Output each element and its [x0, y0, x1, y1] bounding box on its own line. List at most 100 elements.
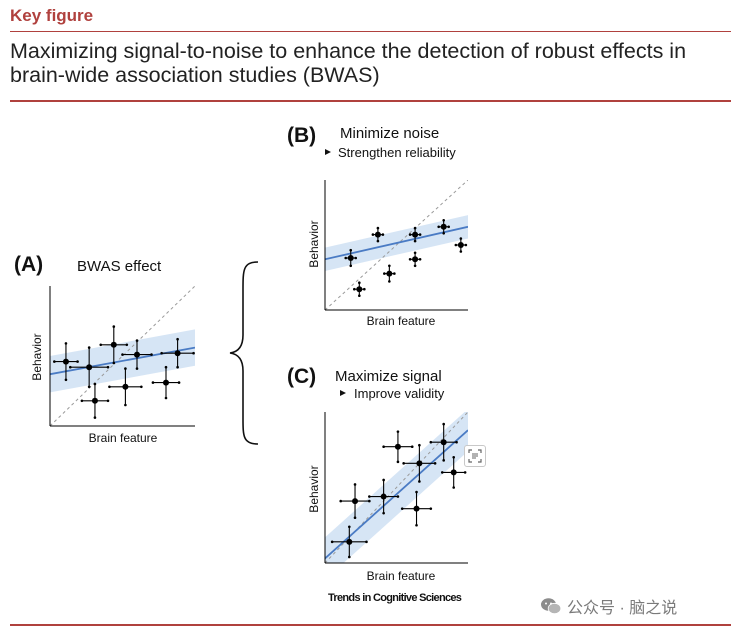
panel-a-plot: [49, 286, 195, 427]
plot-area: [50, 286, 195, 426]
data-point-group: [53, 342, 79, 382]
data-point: [412, 231, 419, 238]
title-rule: [10, 100, 731, 102]
data-point: [413, 505, 420, 512]
error-cap: [93, 382, 97, 386]
error-cap: [112, 361, 116, 365]
error-cap: [164, 396, 168, 400]
panel-b-ylabel: Behavior: [307, 220, 321, 267]
error-cap: [429, 440, 433, 444]
error-cap: [418, 443, 421, 447]
error-cap: [176, 365, 179, 369]
data-point-group: [160, 337, 195, 369]
data-point-group: [344, 248, 358, 268]
panel-c-letter: (C): [287, 365, 316, 388]
error-cap: [353, 287, 356, 291]
error-cap: [376, 239, 380, 243]
error-cap: [415, 490, 418, 494]
error-cap: [80, 399, 84, 403]
error-cap: [454, 243, 458, 247]
data-point-group: [400, 490, 433, 527]
error-cap: [368, 499, 371, 503]
figure-title: Maximizing signal-to-noise to enhance th…: [10, 39, 687, 87]
panel-b-bullet: Strengthen reliability: [338, 145, 456, 160]
error-cap: [125, 343, 129, 347]
error-cap: [408, 258, 412, 261]
panel-c-bullet: Improve validity: [354, 386, 445, 401]
data-point-group: [80, 382, 110, 419]
error-cap: [410, 445, 414, 449]
journal-name: Trends in Cognitive Sciences: [328, 592, 462, 604]
identity-line: [325, 180, 468, 310]
error-cap: [433, 462, 437, 465]
error-cap: [437, 225, 440, 229]
error-cap: [382, 445, 385, 449]
error-cap: [176, 337, 179, 341]
data-point-group: [368, 478, 400, 515]
error-cap: [368, 495, 371, 498]
data-point-group: [353, 281, 366, 298]
panel-a-heading: BWAS effect: [77, 258, 162, 275]
error-cap: [192, 351, 195, 355]
error-cap: [442, 459, 445, 462]
error-cap: [76, 360, 79, 363]
error-cap: [330, 540, 334, 544]
data-point: [346, 538, 353, 545]
error-cap: [418, 480, 421, 483]
panel-a-letter: (A): [14, 253, 43, 276]
error-cap: [106, 399, 110, 403]
data-point: [352, 498, 359, 505]
error-cap: [150, 353, 153, 356]
error-cap: [106, 365, 110, 369]
error-cap: [442, 219, 445, 222]
error-cap: [383, 272, 386, 275]
data-point: [91, 397, 98, 404]
data-point-group: [108, 367, 143, 407]
data-point-group: [151, 365, 181, 400]
header-rule: [10, 31, 731, 32]
fit-line: [50, 346, 195, 376]
data-point: [174, 350, 181, 357]
error-cap: [69, 365, 72, 369]
error-cap: [363, 287, 366, 291]
data-point: [122, 383, 129, 390]
data-point: [380, 493, 387, 500]
panel-b-plot: [324, 180, 468, 311]
error-cap: [371, 233, 375, 236]
data-point-group: [454, 237, 468, 253]
error-cap: [452, 456, 456, 459]
error-cap: [429, 507, 433, 510]
plot-area: [325, 412, 468, 563]
error-cap: [124, 367, 127, 370]
error-cap: [53, 360, 56, 363]
error-cap: [349, 248, 353, 252]
error-cap: [99, 343, 103, 347]
error-cap: [93, 416, 97, 419]
error-cap: [121, 353, 124, 356]
data-point-group: [429, 422, 458, 462]
panel-b-xlabel: Brain feature: [367, 314, 436, 328]
curly-brace-icon: [229, 261, 259, 445]
error-cap: [382, 511, 385, 515]
error-cap: [459, 250, 463, 253]
data-point: [62, 358, 69, 365]
watermark-text: 公众号 · 脑之说: [567, 600, 678, 617]
error-cap: [344, 256, 348, 260]
fit-line: [325, 429, 468, 560]
error-cap: [382, 478, 385, 482]
error-cap: [442, 232, 445, 235]
data-point-group: [339, 483, 371, 519]
error-cap: [358, 281, 361, 285]
data-point-group: [437, 219, 450, 235]
error-cap: [151, 381, 155, 384]
error-cap: [447, 225, 450, 229]
error-cap: [339, 499, 343, 503]
panel-c-plot: [324, 412, 468, 564]
error-cap: [376, 226, 380, 230]
error-cap: [348, 555, 351, 559]
data-point: [163, 379, 169, 386]
scan-text-button[interactable]: [464, 445, 486, 467]
data-point-group: [371, 226, 385, 243]
error-cap: [413, 226, 417, 230]
